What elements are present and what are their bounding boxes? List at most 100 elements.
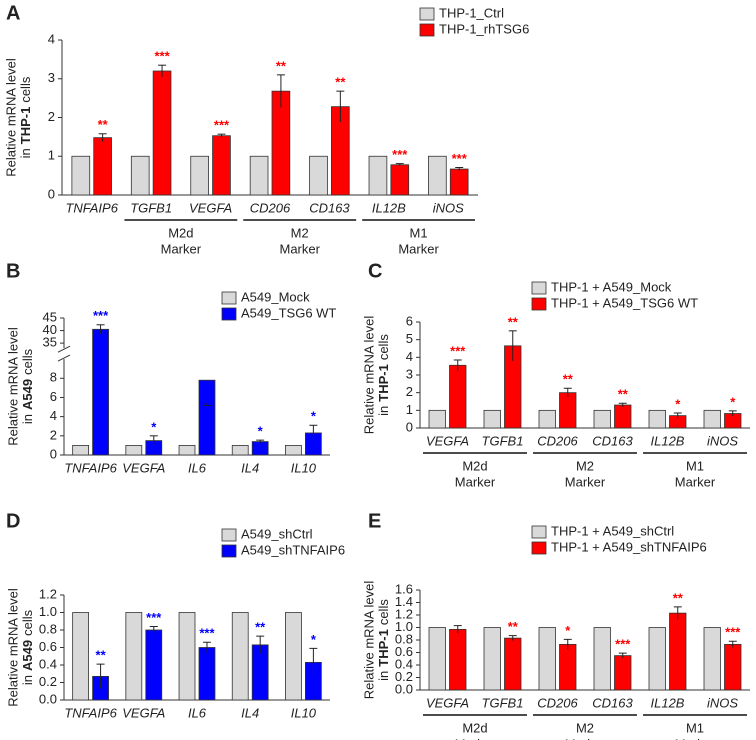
group-label: M2 [291, 225, 309, 240]
bar [309, 155, 328, 196]
significance: ** [276, 58, 287, 73]
group-label: M2 [576, 720, 594, 735]
y-label-part: cells [18, 76, 33, 103]
legend-swatch [531, 281, 547, 295]
axis-break [57, 354, 71, 362]
y-tick-label: 0.6 [39, 639, 57, 654]
x-tick-label: VEGFA [122, 705, 165, 720]
significance: * [730, 394, 736, 409]
significance: ** [96, 648, 107, 663]
significance: * [151, 419, 157, 434]
significance: *** [450, 343, 466, 358]
y-axis-label: Relative mRNA level [5, 588, 20, 707]
x-tick-label: VEGFA [426, 433, 469, 448]
x-tick-label: TGFB1 [482, 433, 524, 448]
y-tick-label: 0.2 [395, 669, 413, 684]
y-tick-label: 1 [48, 148, 55, 163]
bar [231, 612, 249, 701]
bar [198, 379, 216, 456]
bar [559, 392, 577, 429]
x-tick-label: IL10 [291, 705, 317, 720]
significance: ** [508, 619, 519, 634]
x-tick-label: CD206 [250, 200, 291, 215]
axis-break [57, 345, 71, 353]
y-tick-label: 45 [43, 309, 57, 324]
legend-swatch [419, 23, 435, 37]
significance: * [311, 409, 317, 424]
x-tick-label: CD206 [537, 695, 578, 710]
y-axis-label: Relative mRNA level [5, 327, 20, 446]
group-label: Marker [455, 474, 496, 489]
significance: *** [199, 626, 215, 641]
y-label-part: in [18, 148, 33, 158]
y-tick-label: 5 [406, 331, 413, 346]
bar [125, 445, 143, 456]
legend-label: A549_shCtrl [241, 526, 313, 541]
y-tick-label: 2 [48, 109, 55, 124]
bar [593, 627, 611, 691]
bar [428, 409, 446, 429]
significance: * [311, 632, 317, 647]
significance: *** [154, 49, 170, 64]
y-tick-label: 2 [50, 427, 57, 442]
y-label-part: in [20, 414, 35, 424]
y-tick-label: 0.4 [39, 656, 57, 671]
group-label: M2 [576, 458, 594, 473]
bar [504, 637, 522, 691]
y-axis-label: Relative mRNA level [361, 316, 376, 435]
bar [72, 612, 89, 701]
y-label-cell: A549 [20, 640, 35, 671]
legend-label: THP-1 + A549_shCtrl [551, 523, 674, 538]
group-label: Marker [675, 736, 716, 740]
bar [669, 612, 687, 691]
bar [449, 628, 467, 691]
x-tick-label: VEGFA [122, 460, 165, 475]
panel-letter: B [6, 260, 20, 282]
x-tick-label: TGFB1 [482, 695, 524, 710]
significance: ** [335, 75, 346, 90]
bar [145, 629, 163, 701]
legend-label: THP-1 + A549_Mock [551, 279, 672, 294]
legend-swatch [531, 297, 547, 311]
group-label: Marker [565, 736, 606, 740]
significance: ** [618, 387, 629, 402]
significance: ** [255, 620, 266, 635]
significance: *** [146, 610, 162, 625]
bar [614, 404, 632, 429]
x-tick-label: TNFAIP6 [64, 460, 117, 475]
x-tick-label: iNOS [433, 200, 464, 215]
x-tick-label: VEGFA [426, 695, 469, 710]
y-label-part: in [20, 675, 35, 685]
y-label-cell: A549 [20, 379, 35, 410]
x-tick-label: IL4 [241, 705, 259, 720]
y-tick-label: 1.6 [395, 581, 413, 596]
group-label: M1 [686, 458, 704, 473]
bar [125, 612, 143, 701]
bar [538, 627, 556, 691]
y-axis-label: Relative mRNA level [361, 581, 376, 700]
x-tick-label: VEGFA [189, 200, 232, 215]
y-tick-label: 6 [50, 389, 57, 404]
bar [428, 155, 447, 196]
y-tick-label: 0.2 [39, 674, 57, 689]
x-tick-label: IL6 [188, 705, 207, 720]
y-label-cell: THP-1 [18, 107, 33, 145]
group-label: Marker [279, 241, 320, 256]
y-axis-label: in THP-1 cells [376, 334, 391, 416]
bar [538, 409, 556, 429]
x-tick-label: iNOS [707, 433, 738, 448]
y-tick-label: 0 [50, 446, 57, 461]
bar [212, 135, 231, 196]
group-label: Marker [455, 736, 496, 740]
legend-swatch [419, 7, 435, 21]
significance: *** [452, 151, 468, 166]
bar [251, 441, 269, 456]
y-axis-label: in A549 cells [20, 609, 35, 685]
bar [559, 643, 577, 691]
y-tick-label: 1 [406, 402, 413, 417]
legend-swatch [221, 307, 237, 321]
x-tick-label: IL12B [651, 433, 685, 448]
significance: * [675, 396, 681, 411]
x-tick-label: CD163 [309, 200, 350, 215]
y-tick-label: 6 [406, 313, 413, 328]
